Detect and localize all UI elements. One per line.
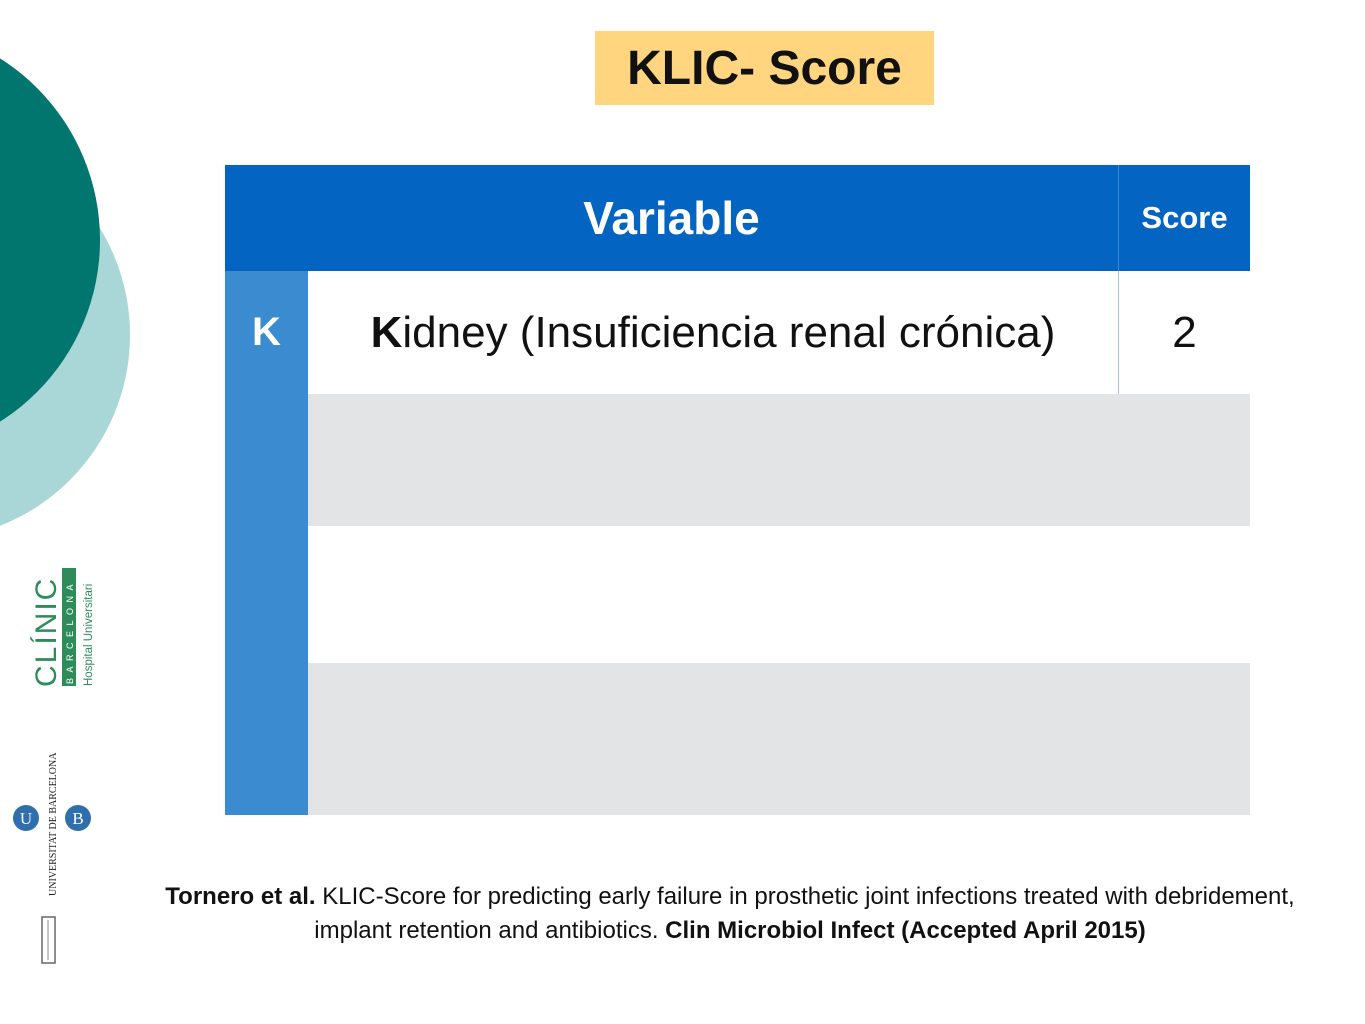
slide-title: KLIC- Score [595,31,934,105]
score-cell: 2 [1172,307,1197,357]
clinic-logo-subtitle: Hospital Universitari [83,584,95,686]
header-score: Score [1141,200,1228,235]
citation-authors: Tornero et al. [165,883,316,910]
clinic-logo-name: CLÍNIC [30,577,63,687]
clinic-logo-city: BARCELONA [65,579,75,684]
svg-text:B: B [72,809,83,828]
decorative-circles [0,58,130,526]
row-letter: K [252,310,281,354]
header-variable: Variable [583,192,760,244]
empty-table-row [308,663,1250,815]
citation-text: KLIC-Score for predicting early failure … [314,883,1295,944]
universitat-de-barcelona-logo: U B UNIVERSITAT DE BARCELONA [13,752,91,964]
row-divider [1118,271,1119,394]
table-header: Variable Score [225,165,1250,271]
citation: Tornero et al. KLIC-Score for predicting… [150,880,1310,948]
empty-table-row [308,526,1250,663]
clinic-barcelona-logo: CLÍNIC BARCELONA Hospital Universitari [30,568,95,687]
svg-text:U: U [20,809,32,828]
variable-initial: K [370,307,403,357]
variable-text: idney (Insuficiencia renal crónica) [402,307,1056,357]
empty-table-row [308,394,1250,526]
letter-column [225,271,308,815]
header-divider [1118,165,1119,271]
university-name: UNIVERSITAT DE BARCELONA [48,752,59,896]
citation-journal: Clin Microbiol Infect (Accepted April 20… [665,917,1146,944]
